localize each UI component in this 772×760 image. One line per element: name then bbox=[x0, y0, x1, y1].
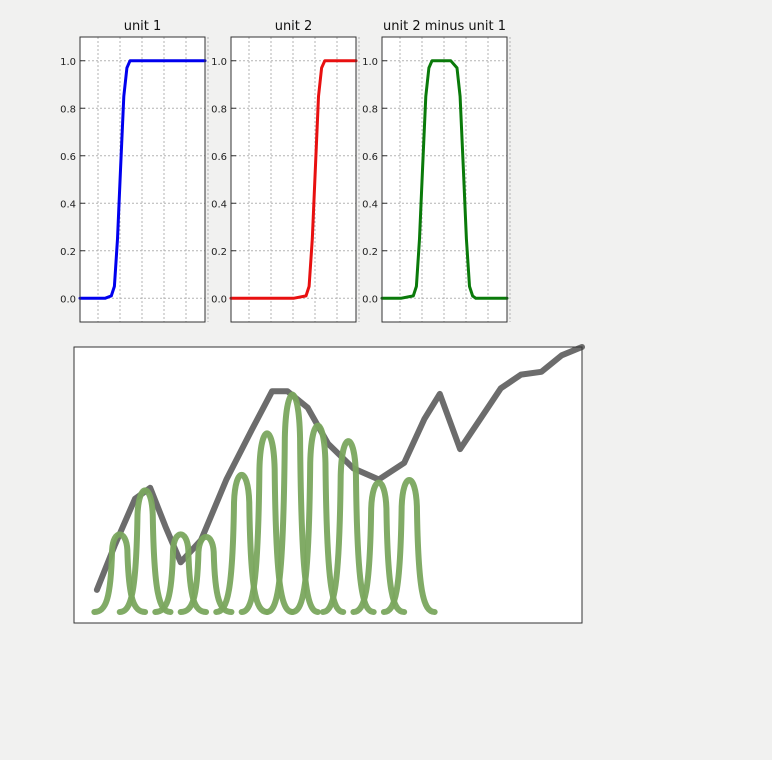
basis-bump-9 bbox=[319, 438, 377, 615]
y-tick-label: 0.6 bbox=[60, 152, 76, 163]
y-tick-label: 0.6 bbox=[211, 152, 227, 163]
chart-panel-2: 0.0 0.2 0.4 0.6 0.8 1.0 unit 2 bbox=[211, 19, 360, 323]
basis-bump-4 bbox=[177, 533, 235, 615]
y-tick-label: 0.4 bbox=[211, 199, 227, 210]
y-tick-label: 0.0 bbox=[60, 294, 76, 305]
y-tick-label: 1.0 bbox=[211, 57, 227, 68]
plot-area bbox=[80, 37, 205, 322]
axes-frame bbox=[79, 36, 206, 323]
chart-title: unit 2 bbox=[275, 19, 313, 34]
series-line-1 bbox=[229, 59, 358, 300]
y-tick-label: 1.0 bbox=[362, 57, 378, 68]
axes-frame bbox=[73, 346, 583, 624]
y-tick-label: 0.4 bbox=[362, 199, 378, 210]
chart-title: unit 1 bbox=[124, 19, 162, 34]
y-tick-label: 0.8 bbox=[60, 104, 76, 115]
y-tick-label: 0.8 bbox=[211, 104, 227, 115]
plot-area bbox=[231, 37, 356, 322]
plot-area bbox=[382, 37, 507, 322]
chart-panel-4 bbox=[73, 344, 585, 624]
basis-bump-2 bbox=[116, 487, 174, 615]
y-tick-label: 0.0 bbox=[362, 294, 378, 305]
y-tick-label: 0.6 bbox=[362, 152, 378, 163]
axes-frame bbox=[230, 36, 357, 323]
basis-bump-8 bbox=[289, 422, 347, 615]
series-line-1 bbox=[380, 59, 509, 300]
basis-bump-11 bbox=[380, 476, 438, 615]
y-tick-label: 0.4 bbox=[60, 199, 76, 210]
y-tick-label: 0.2 bbox=[211, 247, 227, 258]
axes-frame bbox=[381, 36, 508, 323]
chart-title: unit 2 minus unit 1 bbox=[383, 19, 506, 34]
y-tick-label: 0.2 bbox=[60, 247, 76, 258]
y-tick-label: 1.0 bbox=[60, 57, 76, 68]
series-line-1 bbox=[78, 59, 207, 300]
chart-panel-1: 0.0 0.2 0.4 0.6 0.8 1.0 unit 1 bbox=[60, 19, 209, 323]
chart-panel-3: 0.0 0.2 0.4 0.6 0.8 1.0 unit 2 minus unit 1 bbox=[362, 19, 511, 323]
series-line-1 bbox=[93, 344, 585, 593]
y-tick-label: 0.8 bbox=[362, 104, 378, 115]
basis-bump-10 bbox=[350, 479, 408, 615]
y-tick-label: 0.0 bbox=[211, 294, 227, 305]
y-tick-label: 0.2 bbox=[362, 247, 378, 258]
panels: 0.0 0.2 0.4 0.6 0.8 1.0 unit 1 0.0 0.2 0.4 0.6 0.8 1… bbox=[60, 19, 585, 624]
